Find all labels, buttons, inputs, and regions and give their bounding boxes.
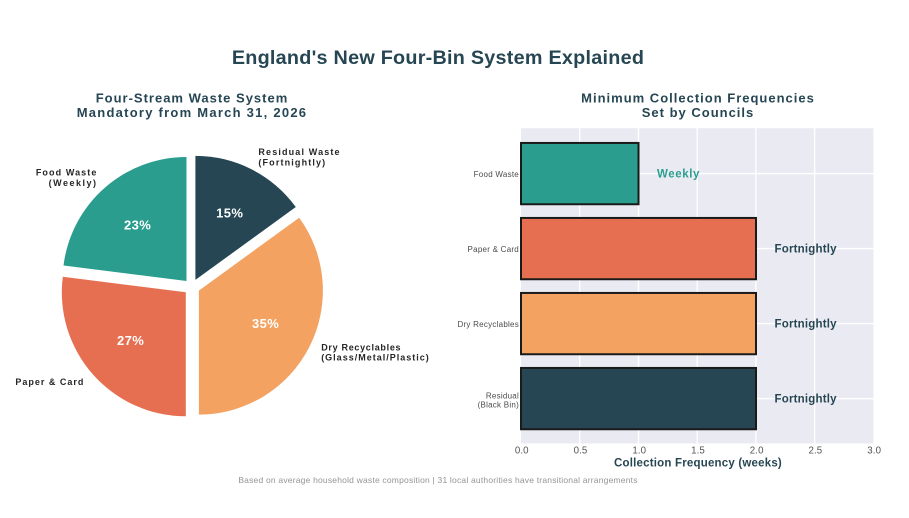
svg-text:(Black Bin): (Black Bin)	[478, 401, 520, 410]
svg-text:0.0: 0.0	[515, 446, 529, 457]
svg-text:Four-Stream Waste System: Four-Stream Waste System	[96, 91, 289, 106]
svg-text:Mandatory from March 31, 2026: Mandatory from March 31, 2026	[77, 105, 308, 120]
svg-text:Residual Waste: Residual Waste	[258, 147, 340, 157]
svg-text:Fortnightly: Fortnightly	[775, 394, 838, 406]
svg-text:(Glass/Metal/Plastic): (Glass/Metal/Plastic)	[321, 352, 430, 362]
svg-text:1.5: 1.5	[691, 446, 705, 457]
svg-text:2.0: 2.0	[750, 446, 764, 457]
svg-text:Dry Recyclables: Dry Recyclables	[321, 342, 401, 352]
svg-text:15%: 15%	[216, 206, 243, 221]
svg-text:23%: 23%	[124, 218, 151, 233]
svg-text:England's New Four-Bin System: England's New Four-Bin System Explained	[232, 47, 644, 69]
svg-text:Dry Recyclables: Dry Recyclables	[457, 320, 519, 329]
svg-text:Fortnightly: Fortnightly	[775, 319, 838, 331]
svg-text:1.0: 1.0	[632, 446, 646, 457]
svg-text:Based on average household was: Based on average household waste composi…	[238, 475, 637, 485]
svg-text:3.0: 3.0	[867, 446, 881, 457]
svg-text:Paper & Card: Paper & Card	[468, 245, 519, 254]
svg-text:Paper & Card: Paper & Card	[15, 377, 84, 387]
svg-text:Collection Frequency (weeks): Collection Frequency (weeks)	[614, 458, 782, 470]
svg-text:(Weekly): (Weekly)	[49, 178, 98, 188]
svg-text:Minimum Collection Frequencies: Minimum Collection Frequencies	[581, 91, 815, 106]
svg-text:35%: 35%	[252, 316, 279, 331]
svg-text:Food Waste: Food Waste	[36, 167, 98, 177]
svg-text:Food Waste: Food Waste	[474, 170, 520, 179]
svg-text:Fortnightly: Fortnightly	[775, 244, 838, 256]
svg-text:Set by Councils: Set by Councils	[642, 105, 755, 120]
svg-text:27%: 27%	[117, 333, 144, 348]
svg-text:(Fortnightly): (Fortnightly)	[258, 157, 326, 167]
svg-text:Weekly: Weekly	[657, 169, 700, 181]
svg-text:2.5: 2.5	[809, 446, 823, 457]
svg-text:0.5: 0.5	[574, 446, 588, 457]
svg-text:Residual: Residual	[486, 392, 519, 401]
